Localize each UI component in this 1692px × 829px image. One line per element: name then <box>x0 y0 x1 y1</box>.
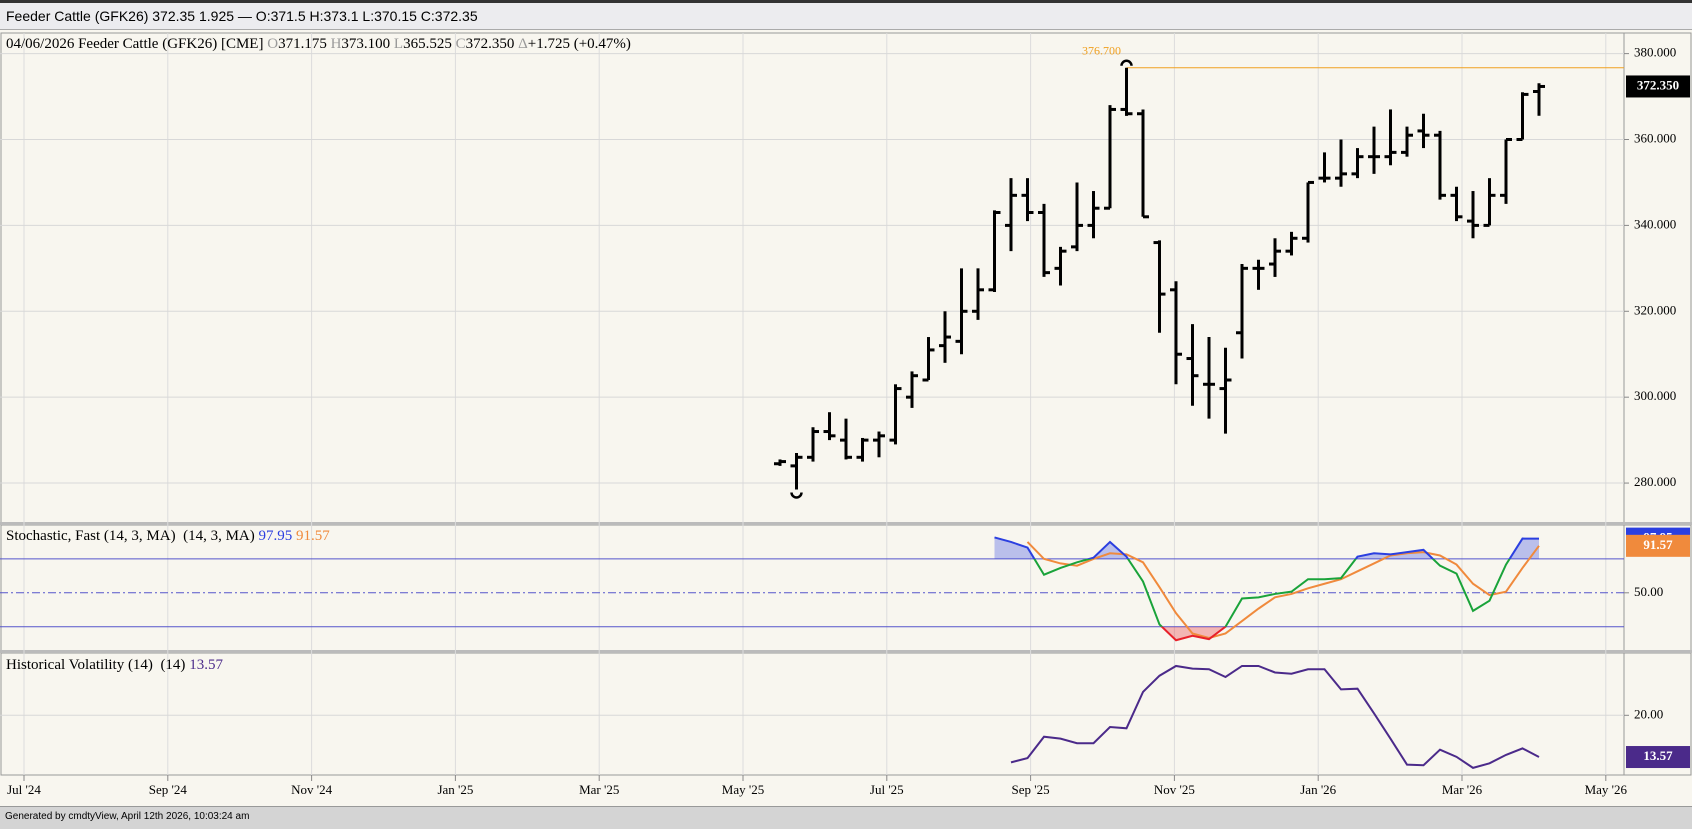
panel-title: Stochastic, Fast (14, 3, MA) <box>6 528 176 544</box>
y-tick-label: 360.000 <box>1634 130 1676 145</box>
info-value: 365.525 <box>403 36 452 52</box>
panel-params: (14) <box>160 657 186 673</box>
high-label: 376.700 <box>1082 44 1121 58</box>
info-value: +1.725 (+0.47%) <box>527 36 631 52</box>
x-tick-label: May '25 <box>722 782 764 797</box>
header: Feeder Cattle (GFK26) 372.35 1.925 — O:3… <box>0 0 1692 30</box>
x-tick-label: Jan '26 <box>1300 782 1336 797</box>
panel-title: Historical Volatility (14) <box>6 657 153 673</box>
x-tick-label: Jul '25 <box>870 782 904 797</box>
info-value: 371.175 <box>278 36 327 52</box>
info-value: 372.350 <box>465 36 515 52</box>
d-value: 91.57 <box>296 528 330 544</box>
info-key: O <box>267 36 279 52</box>
panel-separator <box>0 650 1692 653</box>
d-value-label: 91.57 <box>1643 537 1673 552</box>
info-value: 373.100 <box>341 36 391 52</box>
stochastic-title: Stochastic, Fast (14, 3, MA) (14, 3, MA)… <box>6 528 330 545</box>
x-tick-label: Mar '25 <box>579 782 619 797</box>
high-marker <box>1120 59 1133 66</box>
last-price-box <box>1626 75 1690 98</box>
info-title: 04/06/2026 Feeder Cattle (GFK26) [CME] <box>6 36 264 52</box>
hv-line <box>1010 664 1540 769</box>
x-tick-label: Jan '25 <box>437 782 473 797</box>
d-value-box <box>1626 534 1690 557</box>
x-tick-label: Jul '24 <box>7 782 41 797</box>
panel-params: (14, 3, MA) <box>183 528 255 544</box>
info-key: H <box>330 36 342 52</box>
k-line <box>1033 558 1511 627</box>
x-tick-label: Nov '25 <box>1154 782 1195 797</box>
x-tick-label: Nov '24 <box>291 782 332 797</box>
panel-separator <box>0 522 1692 525</box>
info-line: 04/06/2026 Feeder Cattle (GFK26) [CME] O… <box>6 36 631 53</box>
footer: Generated by cmdtyView, April 12th 2026,… <box>0 806 1692 829</box>
y-tick-label: 320.000 <box>1634 302 1676 317</box>
last-price-label: 372.350 <box>1637 77 1679 92</box>
x-tick-label: Sep '24 <box>149 782 188 797</box>
hv-value: 13.57 <box>189 657 223 673</box>
y-tick-label: 280.000 <box>1634 474 1676 489</box>
volatility-title: Historical Volatility (14) (14) 13.57 <box>6 657 223 674</box>
d-line <box>1026 541 1540 640</box>
y-tick-label: 380.000 <box>1634 45 1676 60</box>
x-tick-label: May '26 <box>1585 782 1628 797</box>
x-tick-label: Sep '25 <box>1012 782 1050 797</box>
info-key: C <box>455 36 466 52</box>
info-key: L <box>393 36 404 52</box>
chart: Jul '24 Sep '24 Nov '24 Jan '25 Mar '25 May '… <box>0 32 1692 797</box>
y-tick-label: 50.00 <box>1634 584 1663 599</box>
info-key: Δ <box>518 36 528 52</box>
y-tick-label: 20.00 <box>1634 706 1663 721</box>
hv-value-box <box>1626 746 1690 769</box>
y-tick-label: 340.000 <box>1634 216 1676 231</box>
x-tick-label: Mar '26 <box>1442 782 1483 797</box>
hv-value-label: 13.57 <box>1643 748 1673 763</box>
k-value: 97.95 <box>258 528 293 544</box>
y-tick-label: 300.000 <box>1634 388 1676 403</box>
low-marker <box>790 492 803 499</box>
